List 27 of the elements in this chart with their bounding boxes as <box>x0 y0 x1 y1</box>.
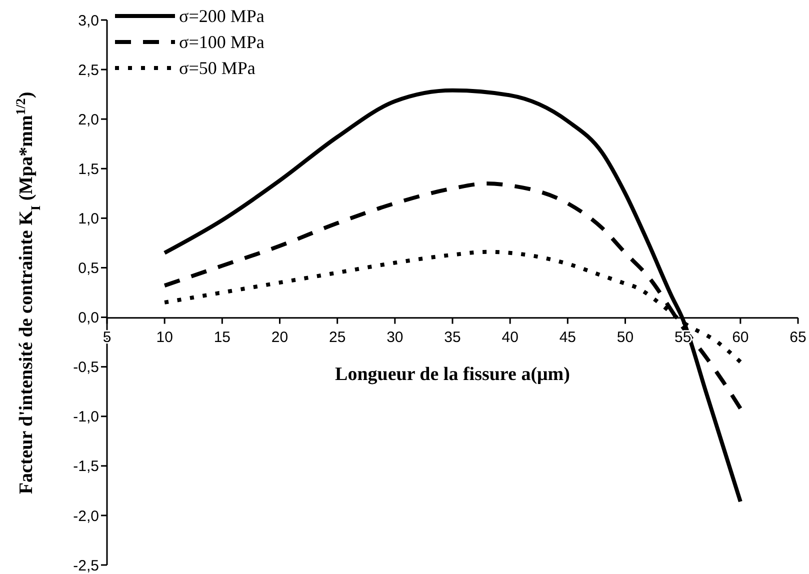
y-tick-label: -2,5 <box>73 557 99 574</box>
legend-label: σ=100 MPa <box>179 32 264 52</box>
y-tick-label: 3,0 <box>78 12 99 30</box>
x-tick-label: 25 <box>328 328 346 346</box>
x-tick-label: 40 <box>502 328 518 346</box>
x-tick-label: 65 <box>790 328 806 346</box>
y-tick-label: -0,5 <box>73 359 99 376</box>
y-tick-label: 1,0 <box>78 210 99 228</box>
x-tick-label: 15 <box>214 328 231 346</box>
legend-label: σ=50 MPa <box>179 58 256 78</box>
y-tick-label: -1,0 <box>73 408 99 426</box>
y-tick-label: 0,0 <box>78 310 99 327</box>
x-tick-label: 45 <box>559 328 576 346</box>
x-tick-label: 60 <box>732 328 749 346</box>
x-tick-label: 10 <box>156 328 173 346</box>
y-tick-label: 1,5 <box>78 160 99 178</box>
y-tick-label: 2,0 <box>78 111 99 128</box>
y-tick-label: 0,5 <box>78 260 99 278</box>
x-tick-label: 30 <box>386 328 404 346</box>
y-tick-label: 2,5 <box>78 62 99 79</box>
legend-label: σ=200 MPa <box>179 6 264 26</box>
x-tick-label: 20 <box>271 328 288 346</box>
y-tick-label: -1,5 <box>73 458 99 476</box>
y-tick-label: -2,0 <box>73 508 99 525</box>
x-tick-label: 35 <box>444 328 461 346</box>
x-axis-title: Longueur de la fissure a(μm) <box>335 364 570 385</box>
x-tick-label: 50 <box>616 328 634 346</box>
